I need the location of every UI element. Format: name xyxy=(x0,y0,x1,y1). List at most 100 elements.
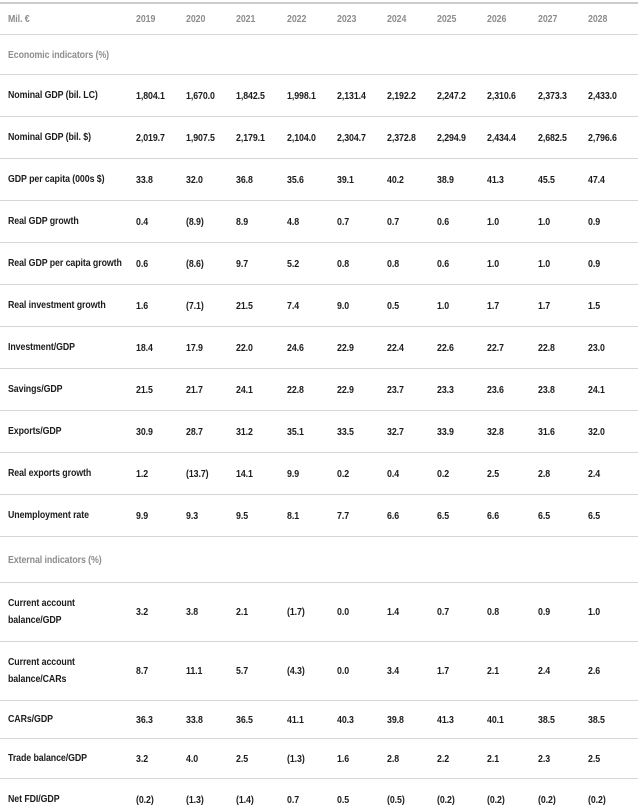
value-cell: 9.9 xyxy=(136,510,186,522)
value-cell: 1.0 xyxy=(538,258,588,270)
value-text: (4.3) xyxy=(286,665,305,677)
value-cell: 1.0 xyxy=(588,606,638,618)
value-text: 0.9 xyxy=(587,257,600,270)
value-text: 0.5 xyxy=(336,793,349,806)
value-cell: 2,304.7 xyxy=(337,132,387,144)
value-cell: 2,310.6 xyxy=(487,90,537,102)
value-cell: 0.7 xyxy=(437,606,487,618)
value-text: 33.8 xyxy=(186,713,204,726)
value-text: 11.1 xyxy=(186,665,203,677)
value-text: 6.6 xyxy=(487,509,500,522)
value-cell: 1.0 xyxy=(487,216,537,228)
value-text: 22.0 xyxy=(236,341,254,354)
value-cell: 8.9 xyxy=(236,216,286,228)
value-text: 31.6 xyxy=(537,425,555,438)
row-label: Nominal GDP (bil. LC) xyxy=(0,87,136,104)
value-cell: 1,842.5 xyxy=(236,90,286,102)
value-cell: 23.6 xyxy=(487,384,537,396)
value-text: 1.0 xyxy=(537,257,550,270)
row-label-text: Net FDI/GDP xyxy=(8,793,60,805)
value-text: 33.9 xyxy=(437,425,455,438)
year-header-text: 2024 xyxy=(387,13,407,25)
value-cell: (8.9) xyxy=(186,216,236,228)
value-text: 0.7 xyxy=(286,793,299,806)
row-label-line: Net FDI/GDP xyxy=(8,791,136,808)
value-cell: 6.6 xyxy=(387,510,437,522)
section-title-text: External indicators (%) xyxy=(8,553,102,566)
value-cell: (0.5) xyxy=(387,794,437,806)
value-cell: 2.5 xyxy=(487,468,537,480)
value-cell: 36.3 xyxy=(136,714,186,726)
year-header-text: 2021 xyxy=(236,13,256,25)
value-text: 0.5 xyxy=(387,299,400,312)
value-text: 32.7 xyxy=(387,425,404,438)
row-label: Trade balance/GDP xyxy=(0,750,136,767)
value-text: (8.6) xyxy=(186,257,204,270)
value-text: 0.6 xyxy=(437,257,450,270)
value-cell: 21.5 xyxy=(136,384,186,396)
value-cell: 11.1 xyxy=(186,665,236,677)
value-text: 2.6 xyxy=(587,665,600,677)
value-cell: 3.8 xyxy=(186,606,236,618)
row-label: Net FDI/GDP xyxy=(0,791,136,808)
value-text: 1.7 xyxy=(537,299,550,312)
year-header-2019: 2019 xyxy=(136,13,186,25)
value-text: 6.6 xyxy=(387,509,400,522)
value-text: 2.8 xyxy=(537,467,550,480)
value-text: 24.6 xyxy=(286,341,304,354)
year-header-text: 2028 xyxy=(587,13,608,25)
value-text: 1.4 xyxy=(387,606,400,618)
value-cell: 4.0 xyxy=(186,753,236,765)
value-cell: 2,131.4 xyxy=(337,90,387,102)
value-text: 38.9 xyxy=(437,173,455,186)
value-cell: 32.0 xyxy=(588,426,638,438)
value-text: (0.5) xyxy=(387,793,405,806)
value-cell: 0.7 xyxy=(337,216,387,228)
year-header-2022: 2022 xyxy=(287,13,337,25)
value-text: 3.2 xyxy=(136,606,149,618)
row-label-line: Unemployment rate xyxy=(8,507,136,524)
row-label-line: balance/GDP xyxy=(8,612,136,629)
year-header-2025: 2025 xyxy=(437,13,487,25)
value-text: (0.2) xyxy=(487,793,506,806)
value-text: 22.7 xyxy=(487,341,505,354)
value-text: 9.5 xyxy=(236,509,249,522)
value-cell: 0.9 xyxy=(538,606,588,618)
value-cell: 33.9 xyxy=(437,426,487,438)
table-row: Net FDI/GDP (0.2) (1.3) (1.4) 0.7 0.5 (0.5) (0.… xyxy=(0,778,638,812)
value-cell: 22.6 xyxy=(437,342,487,354)
value-cell: 2,433.0 xyxy=(588,90,638,102)
table-row: Nominal GDP (bil. $) 2,019.7 1,907.5 2,179.… xyxy=(0,116,638,158)
value-cell: 0.2 xyxy=(337,468,387,480)
value-text: 39.8 xyxy=(387,713,404,726)
value-text: 0.9 xyxy=(537,606,550,618)
value-cell: 1,907.5 xyxy=(186,132,236,144)
value-text: 32.8 xyxy=(487,425,505,438)
value-cell: 41.3 xyxy=(487,174,537,186)
year-header-text: 2025 xyxy=(437,13,457,25)
value-text: 2,434.4 xyxy=(487,131,517,144)
value-cell: 1.7 xyxy=(538,300,588,312)
value-cell: 38.5 xyxy=(588,714,638,726)
value-cell: 8.7 xyxy=(136,665,186,677)
table-row: Exports/GDP 30.9 28.7 31.2 35.1 33.5 32.7 33.9 3… xyxy=(0,410,638,452)
value-text: 47.4 xyxy=(587,173,605,186)
row-label-line: Current account xyxy=(8,595,136,612)
value-text: 31.2 xyxy=(236,425,254,438)
value-text: 23.8 xyxy=(537,383,555,396)
value-text: 2.5 xyxy=(236,752,249,765)
year-header-text: 2020 xyxy=(186,13,206,25)
value-cell: 2.4 xyxy=(588,468,638,480)
value-text: 22.9 xyxy=(336,341,354,354)
value-text: 2,433.0 xyxy=(587,89,617,102)
year-header-2028: 2028 xyxy=(588,13,638,25)
value-cell: 0.5 xyxy=(387,300,437,312)
value-cell: 0.7 xyxy=(387,216,437,228)
value-text: 5.7 xyxy=(236,665,249,677)
value-cell: 2.4 xyxy=(538,665,588,677)
value-cell: 1,670.0 xyxy=(186,90,236,102)
value-text: 0.7 xyxy=(336,215,349,228)
value-text: 0.7 xyxy=(437,606,450,618)
value-cell: 1.0 xyxy=(538,216,588,228)
